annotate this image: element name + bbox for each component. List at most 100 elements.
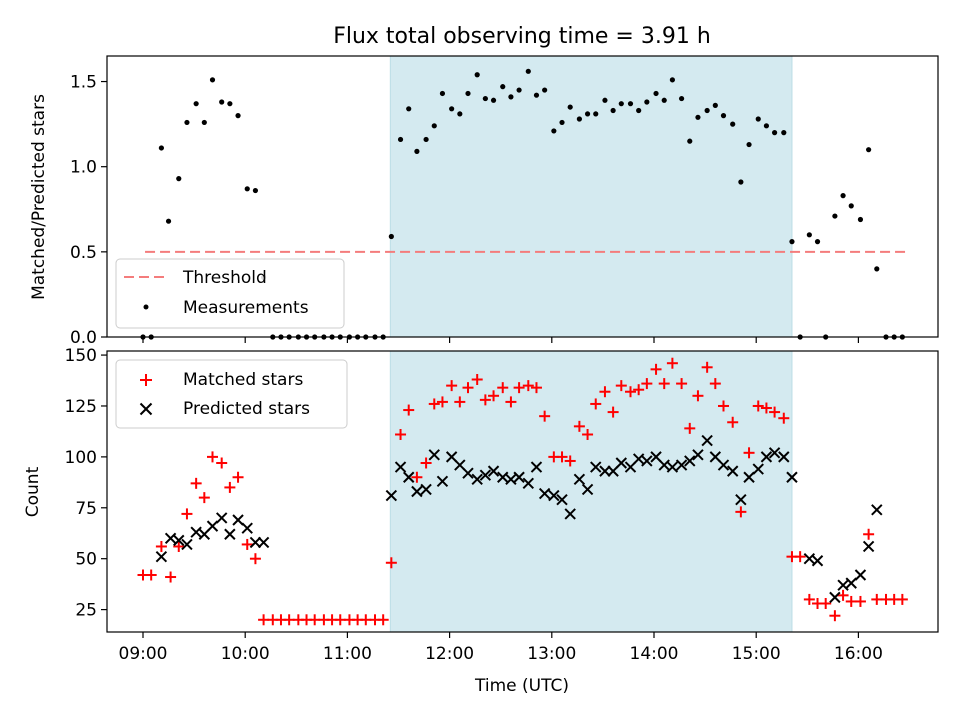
matched-point [564, 455, 576, 467]
x-tick-label: 09:00 [119, 644, 168, 664]
x-tick-label: 15:00 [732, 644, 781, 664]
predicted-point [241, 522, 253, 534]
measurement-point [474, 72, 480, 78]
matched-point [505, 396, 517, 408]
matched-point [522, 380, 534, 392]
predicted-point [487, 465, 500, 477]
measurement-point [431, 123, 437, 129]
predicted-point [641, 455, 653, 467]
bottom-y-axis-label: Count [23, 466, 43, 517]
measurement-point [746, 141, 752, 148]
matched-point [436, 396, 448, 408]
predicted-point [837, 579, 849, 591]
x-tick-label: 13:00 [527, 644, 576, 664]
count-points [137, 357, 908, 626]
measurement-point [165, 218, 172, 224]
measurement-points [140, 68, 905, 340]
measurement-point [406, 106, 412, 112]
matched-point [803, 593, 815, 605]
predicted-point [599, 465, 611, 477]
measurement-point [618, 101, 624, 107]
matched-point [820, 597, 832, 609]
x-tick-label: 12:00 [425, 644, 474, 664]
predicted-point [684, 455, 696, 467]
matched-point [692, 390, 704, 402]
matched-point [760, 402, 772, 414]
matched-point [479, 394, 491, 406]
matched-point [232, 471, 244, 483]
matched-point [539, 410, 551, 422]
matched-point [258, 614, 270, 626]
legend-measurements-label: Measurements [183, 298, 309, 318]
measurement-point [669, 77, 675, 83]
measurement-point [508, 94, 514, 100]
predicted-point [471, 473, 483, 485]
measurement-point [559, 119, 565, 126]
measurement-point [439, 90, 446, 97]
predicted-point [164, 532, 177, 545]
measurement-point [610, 107, 616, 114]
matched-point [283, 614, 295, 626]
matched-point [590, 398, 602, 410]
predicted-point [717, 459, 730, 471]
y-tick-label: 50 [75, 550, 97, 570]
top-legend: Threshold Measurements [115, 258, 345, 329]
predicted-point [862, 540, 875, 553]
y-tick-label: 125 [65, 397, 97, 417]
matched-point [462, 382, 474, 394]
measurement-point [695, 114, 701, 120]
matched-point [530, 382, 542, 394]
matched-point [411, 471, 423, 483]
matched-point [385, 557, 397, 569]
matched-point [446, 380, 458, 392]
predicted-point [556, 493, 568, 506]
measurement-point [857, 216, 864, 223]
matched-point [377, 614, 389, 626]
measurement-point [874, 266, 880, 272]
measurement-point [781, 130, 787, 136]
predicted-point [155, 550, 168, 563]
measurement-point [227, 101, 233, 107]
bottom-x-axis: 09:00 10:00 11:00 12:00 13:00 14:00 15:00 16:00 [119, 632, 883, 664]
matched-point [641, 378, 653, 390]
y-tick-label: 25 [75, 601, 97, 621]
matched-point [181, 508, 193, 520]
matched-point [717, 400, 729, 412]
matched-point [420, 457, 432, 469]
top-shaded-region [389, 55, 793, 338]
matched-point [454, 396, 466, 408]
predicted-point [411, 485, 423, 498]
measurement-point [866, 147, 872, 153]
predicted-point [181, 538, 193, 551]
measurement-point [516, 87, 522, 93]
predicted-point [403, 471, 415, 483]
measurement-point [771, 130, 778, 136]
predicted-point [215, 512, 228, 524]
measurement-point [388, 233, 394, 240]
bottom-shaded-region [389, 350, 793, 633]
matched-point [206, 451, 218, 463]
predicted-point [513, 471, 525, 483]
measurement-point [712, 102, 718, 108]
legend-matched-marker [140, 374, 152, 386]
bottom-legend-box [115, 359, 348, 429]
measurement-point [661, 97, 667, 103]
measurement-point [738, 179, 744, 185]
matched-point [224, 481, 236, 493]
measurement-point [848, 203, 854, 209]
measurement-point [423, 136, 429, 143]
bottom-panel: 25 50 75 100 125 150 09:00 10:00 11:00 12:00 13:0… [23, 346, 939, 696]
y-tick-label: 75 [75, 499, 97, 519]
matched-point [471, 374, 483, 386]
predicted-point [590, 461, 602, 473]
measurement-point [219, 99, 225, 105]
measurement-point [252, 187, 259, 194]
matched-point [334, 614, 346, 626]
measurement-point [193, 101, 199, 107]
predicted-point [173, 534, 185, 547]
matched-point [650, 363, 662, 375]
matched-point [709, 378, 721, 390]
top-y-axis: 0.0 0.5 1.0 1.5 [70, 73, 107, 348]
predicted-point [190, 526, 202, 538]
matched-point [249, 553, 261, 565]
